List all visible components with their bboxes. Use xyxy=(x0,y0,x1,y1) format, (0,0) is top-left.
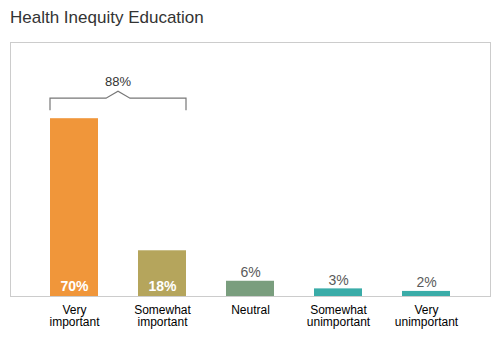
svg-text:Veryunimportant: Veryunimportant xyxy=(395,303,459,329)
html-text:Health Inequity Education: Health Inequity Education xyxy=(10,8,204,27)
svg-text:70%: 70% xyxy=(60,278,89,294)
svg-text:Veryimportant: Veryimportant xyxy=(49,303,100,329)
svg-text:18%: 18% xyxy=(148,278,177,294)
svg-text:Somewhatimportant: Somewhatimportant xyxy=(134,303,191,329)
svg-text:Neutral: Neutral xyxy=(231,303,270,317)
svg-text:88%: 88% xyxy=(105,74,131,89)
svg-text:6%: 6% xyxy=(240,264,260,280)
svg-text:3%: 3% xyxy=(328,272,348,288)
svg-text:2%: 2% xyxy=(416,274,436,290)
svg-text:Somewhatunimportant: Somewhatunimportant xyxy=(307,303,371,329)
